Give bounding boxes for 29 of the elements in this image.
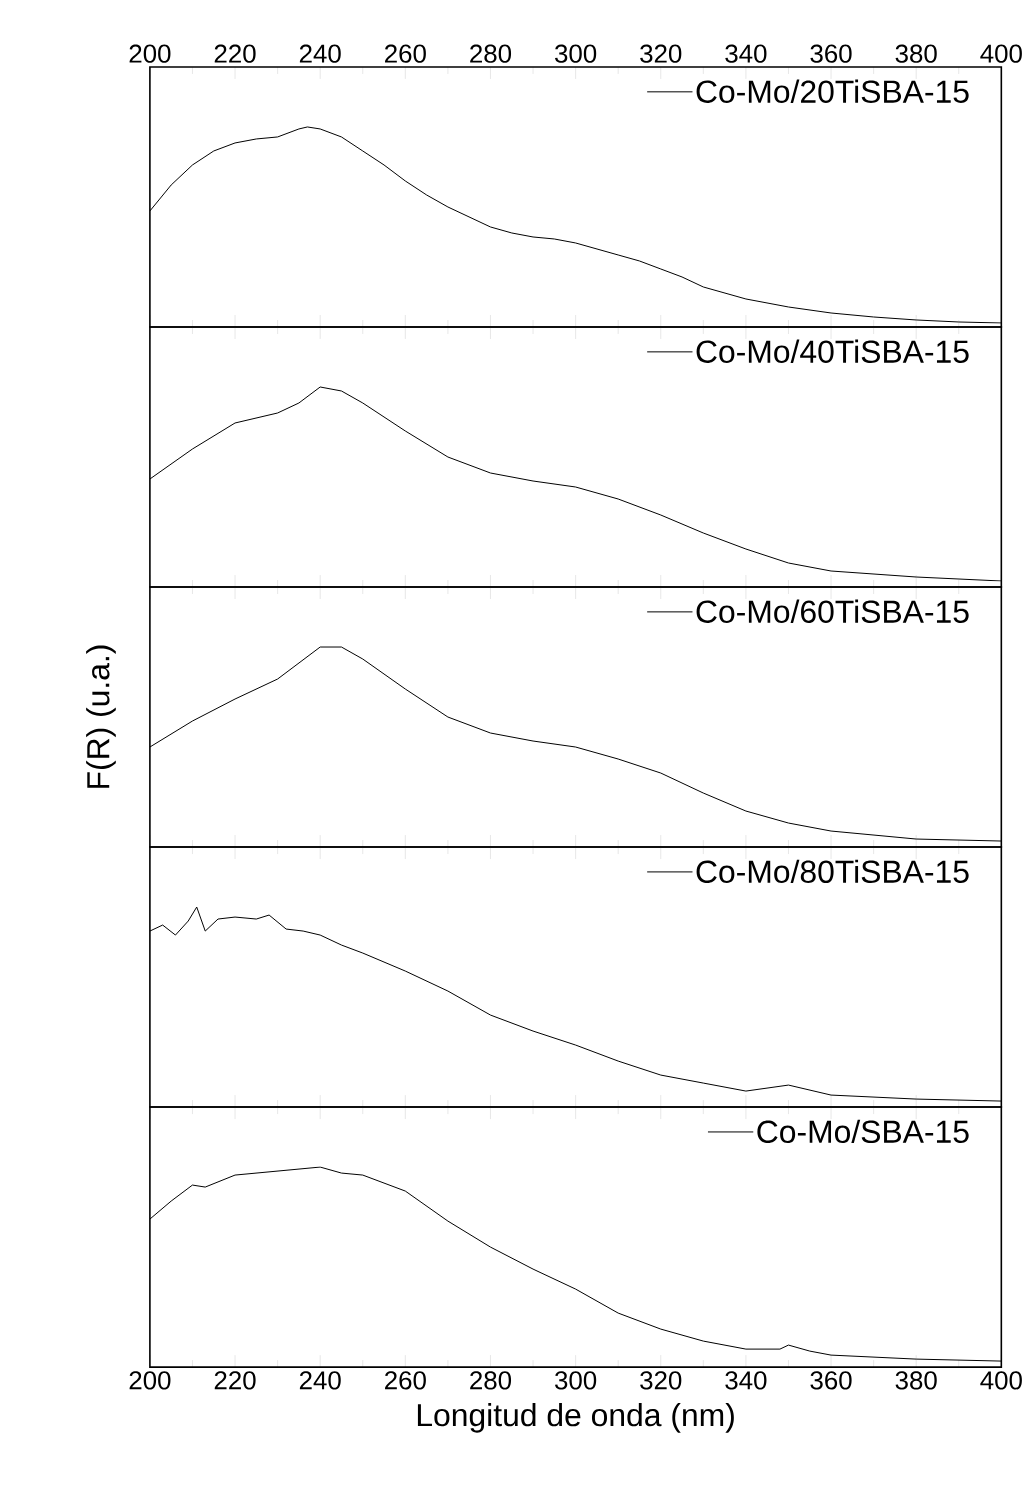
x-tick-label: 280 bbox=[470, 1371, 511, 1390]
x-tick-label: 320 bbox=[640, 1371, 682, 1390]
x-tick-label: 380 bbox=[895, 1371, 937, 1390]
x-tick-label: 300 bbox=[554, 1371, 597, 1390]
x-tick-label: 340 bbox=[725, 1371, 767, 1390]
text: Co-Mo/60TiSBA-15 bbox=[696, 599, 969, 623]
x-tick-label: 200 bbox=[129, 44, 171, 63]
x-tick-label: 400 bbox=[980, 1371, 1022, 1390]
legend-label: Co-Mo/SBA-15 bbox=[757, 1119, 969, 1144]
x-tick-label: 220 bbox=[214, 44, 256, 63]
x-tick-label: 380 bbox=[895, 44, 937, 63]
x-tick-label: 300 bbox=[554, 44, 597, 63]
x-tick-label: 220 bbox=[214, 1371, 256, 1390]
x-tick-label: 260 bbox=[384, 1371, 426, 1390]
text: Co-Mo/20TiSBA-15 bbox=[696, 79, 969, 103]
x-tick-label: 400 bbox=[980, 44, 1022, 63]
x-tick-label: 240 bbox=[299, 1371, 341, 1390]
x-tick-label: 280 bbox=[470, 44, 511, 63]
text: Co-Mo/80TiSBA-15 bbox=[696, 859, 969, 884]
x-tick-label: 360 bbox=[810, 1371, 852, 1390]
x-tick-label: 200 bbox=[129, 1371, 171, 1390]
x-tick-label: 320 bbox=[640, 44, 682, 63]
x-tick-label: 240 bbox=[299, 44, 341, 63]
y-axis-title: F(R) (u.a.) bbox=[85, 645, 116, 788]
x-tick-label: 260 bbox=[384, 44, 426, 63]
x-tick-label: 340 bbox=[725, 44, 767, 63]
x-tick-label: 360 bbox=[810, 44, 852, 63]
x-axis-title: Longitud de onda (nm) bbox=[417, 1402, 734, 1433]
text: Co-Mo/40TiSBA-15 bbox=[696, 339, 969, 363]
